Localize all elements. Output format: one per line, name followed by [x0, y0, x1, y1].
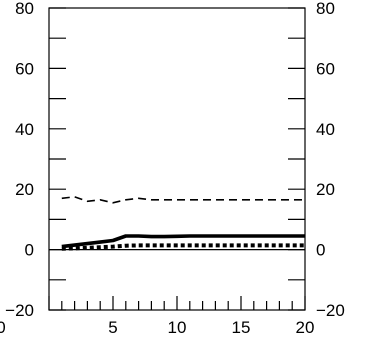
- axis-ticks: [48, 7, 306, 311]
- y-tick-label-right: 60: [316, 59, 335, 78]
- y-tick-label-left: 0: [25, 241, 34, 260]
- x-tick-label: 20: [296, 318, 315, 337]
- y-tick-label-left: 80: [15, 0, 34, 18]
- x-tick-label: 15: [232, 318, 251, 337]
- series-line-dotted: [61, 243, 305, 251]
- y-tick-label-left: 40: [15, 120, 34, 139]
- series-line-thick-solid: [61, 234, 305, 249]
- y-tick-label-right: 20: [316, 180, 335, 199]
- data-series: [61, 195, 305, 251]
- y-tick-label-left: −20: [5, 301, 34, 320]
- x-tick-label: 5: [108, 318, 117, 337]
- y-tick-label-right: −20: [316, 301, 345, 320]
- x-tick-label: 0: [0, 318, 6, 337]
- y-tick-label-right: 80: [316, 0, 335, 18]
- series-line-dashed: [61, 195, 305, 204]
- y-tick-label-right: 40: [316, 120, 335, 139]
- x-tick-label: 10: [168, 318, 187, 337]
- plot-frame: [48, 7, 306, 311]
- y-tick-label-left: 20: [15, 180, 34, 199]
- y-tick-label-right: 0: [316, 241, 325, 260]
- y-tick-label-left: 60: [15, 59, 34, 78]
